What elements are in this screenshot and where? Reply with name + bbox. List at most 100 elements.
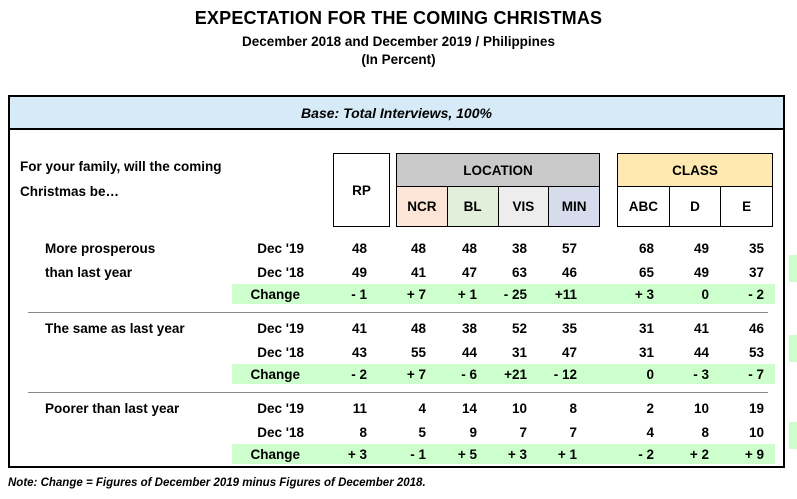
value-vis: 52 <box>511 320 527 336</box>
period-label: Dec '19 <box>257 240 304 256</box>
value-bl: + 1 <box>457 286 477 302</box>
value-ncr: 48 <box>410 240 426 256</box>
value-bl: 14 <box>461 400 477 416</box>
value-vis: 7 <box>519 424 527 440</box>
value-d: - 3 <box>693 366 709 382</box>
value-d: 41 <box>693 320 709 336</box>
row-group-label: than last year <box>45 264 133 280</box>
value-rp: - 1 <box>351 286 367 302</box>
col-header-e: E <box>742 199 752 214</box>
value-rp: 11 <box>352 400 367 416</box>
change-highlight <box>232 444 775 464</box>
base-label: Base: Total Interviews, 100% <box>301 104 492 121</box>
value-min: 46 <box>561 264 577 280</box>
value-d: 49 <box>693 264 709 280</box>
clipped-highlight-fragment <box>789 422 797 449</box>
value-bl: + 5 <box>457 446 477 462</box>
col-header-vis: VIS <box>498 187 550 226</box>
value-abc: 2 <box>646 400 654 416</box>
data-row-change: Change + 3 - 1 + 5 + 3 + 1 - 2 + 2 + 9 <box>10 444 783 464</box>
value-abc: 31 <box>638 320 654 336</box>
period-label: Dec '18 <box>257 424 304 440</box>
value-vis: - 25 <box>503 286 527 302</box>
value-rp: 8 <box>359 424 367 440</box>
value-e: 35 <box>748 240 764 256</box>
location-subheaders: NCR BL VIS MIN <box>396 187 600 227</box>
table-header: For your family, will the coming Christm… <box>10 130 783 227</box>
value-min: + 1 <box>557 446 577 462</box>
value-ncr: + 7 <box>406 366 426 382</box>
row-group: The same as last year Dec '19 41 48 38 52 35 31… <box>10 316 783 384</box>
value-ncr: + 7 <box>406 286 426 302</box>
row-group-label: Poorer than last year <box>45 400 180 416</box>
period-label: Change <box>250 366 300 382</box>
value-min: +11 <box>554 286 577 302</box>
location-group-header: LOCATION <box>396 153 600 187</box>
value-d: 10 <box>693 400 709 416</box>
note-text: Note: Change = Figures of December 2019 … <box>8 477 426 489</box>
data-row-dec18: Dec '18 8 5 9 7 7 4 8 10 <box>10 420 783 444</box>
page-title: EXPECTATION FOR THE COMING CHRISTMAS <box>194 8 603 28</box>
question-line-1: For your family, will the coming <box>20 159 222 174</box>
value-d: 44 <box>693 344 709 360</box>
class-group-header: CLASS <box>617 153 773 187</box>
col-header-bl: BL <box>447 187 499 226</box>
period-label: Dec '18 <box>257 344 304 360</box>
data-row-dec18: than last year Dec '18 49 41 47 63 46 65 49 37 <box>10 260 783 284</box>
question-line-2: Christmas be… <box>20 184 120 199</box>
value-abc: 4 <box>646 424 654 440</box>
subtitle: December 2018 and December 2019 / Philip… <box>242 34 555 49</box>
row-group-label: The same as last year <box>45 320 185 336</box>
clipped-highlight-fragment <box>789 335 797 362</box>
value-e: - 7 <box>748 366 764 382</box>
data-row-dec19: Poorer than last year Dec '19 11 4 14 10 8 2 10 1… <box>10 396 783 420</box>
value-vis: + 3 <box>507 446 527 462</box>
value-vis: 10 <box>511 400 527 416</box>
value-d: + 2 <box>689 446 709 462</box>
question-text: For your family, will the coming Christm… <box>20 154 222 204</box>
change-highlight <box>232 284 775 304</box>
data-row-dec19: The same as last year Dec '19 41 48 38 52 35 31… <box>10 316 783 340</box>
value-min: 35 <box>561 320 577 336</box>
period-label: Dec '19 <box>257 400 304 416</box>
value-bl: 47 <box>461 264 477 280</box>
value-d: 0 <box>701 286 709 302</box>
col-header-d: D <box>670 187 722 226</box>
period-label: Dec '18 <box>257 264 304 280</box>
value-bl: 38 <box>461 320 477 336</box>
value-ncr: 41 <box>410 264 426 280</box>
data-row-change: Change - 1 + 7 + 1 - 25 +11 + 3 0 - 2 <box>10 284 783 304</box>
value-min: 47 <box>561 344 577 360</box>
base-band: Base: Total Interviews, 100% <box>10 97 783 130</box>
value-e: 19 <box>748 400 764 416</box>
row-group-label: More prosperous <box>45 240 156 256</box>
data-row-dec18: Dec '18 43 55 44 31 47 31 44 53 <box>10 340 783 364</box>
value-rp: 41 <box>351 320 367 336</box>
value-vis: 31 <box>511 344 527 360</box>
col-group-class: CLASS ABC D E <box>617 153 773 227</box>
class-subheaders: ABC D E <box>617 187 773 227</box>
period-label: Change <box>250 286 300 302</box>
col-header-min: MIN <box>549 187 599 226</box>
period-label: Change <box>250 446 300 462</box>
change-highlight <box>232 364 775 384</box>
value-min: 7 <box>569 424 577 440</box>
survey-table: Base: Total Interviews, 100% For your fa… <box>8 95 785 468</box>
period-label: Dec '19 <box>257 320 304 336</box>
group-divider <box>28 392 768 393</box>
value-vis: +21 <box>504 366 527 382</box>
row-group: More prosperous Dec '19 48 48 48 38 57 68 49 35 th… <box>10 236 783 304</box>
value-bl: 9 <box>469 424 477 440</box>
value-min: - 12 <box>553 366 577 382</box>
clipped-highlight-fragment <box>789 255 797 282</box>
value-e: + 9 <box>744 446 764 462</box>
value-e: 53 <box>748 344 764 360</box>
value-bl: 44 <box>461 344 477 360</box>
value-ncr: 4 <box>418 400 426 416</box>
value-ncr: 48 <box>410 320 426 336</box>
value-rp: + 3 <box>347 446 367 462</box>
value-e: 37 <box>748 264 764 280</box>
value-abc: 31 <box>638 344 654 360</box>
value-bl: - 6 <box>461 366 477 382</box>
